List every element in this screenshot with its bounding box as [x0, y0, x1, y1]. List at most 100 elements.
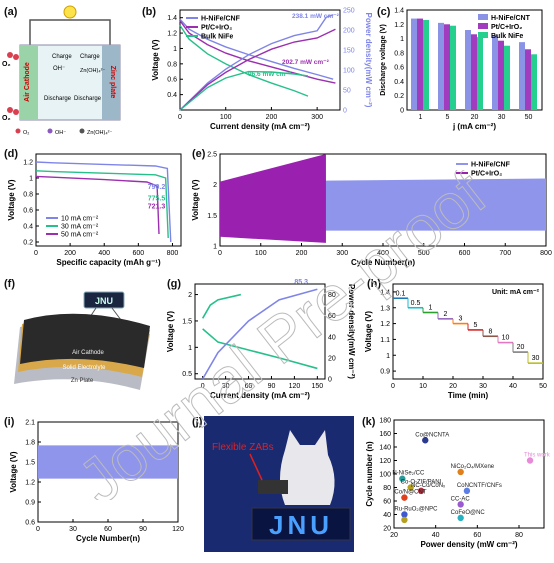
x-axis-label: Cycle Number(n) — [351, 258, 415, 267]
point-label: CoFeO@NC — [451, 510, 486, 516]
plot-frame — [35, 153, 182, 247]
x-tick-label: 60 — [473, 532, 481, 539]
chart-h: 0 10 20 30 40 50 0.9 1 1.1 1.2 1.3 1.4 Time (min) Vol… — [364, 283, 547, 400]
step-label: 3 — [459, 316, 463, 323]
x-tick-label: 20 — [449, 383, 457, 390]
bar — [504, 45, 510, 110]
discharge-label-2: Discharge — [74, 96, 102, 102]
x-tick-label: 90 — [139, 526, 147, 533]
layer-solid-electrolyte: Solid Electrolyte — [62, 365, 106, 371]
panel-c: (c) 0 0.2 0.4 0.6 0.8 1 1.2 1.4 1 5 20 30 50 j (mA cm… — [375, 0, 554, 140]
y-tick-label: 1.2 — [167, 31, 177, 38]
bar — [450, 25, 456, 110]
y-tick-label: 1 — [213, 244, 217, 251]
zinc-plate-label: Zinc plate — [109, 66, 116, 99]
cat-figurine — [280, 430, 335, 505]
y-tick-label: 0.6 — [23, 208, 33, 215]
y-tick-label: 0.4 — [394, 79, 404, 86]
band-ptc — [220, 154, 326, 243]
x-tick-label: 10 — [419, 383, 427, 390]
zn-oh-label: Zn(OH)₄²⁻ — [80, 68, 105, 74]
legend-label: Pt/C+IrO₂ — [471, 171, 502, 178]
power-line-2 — [179, 70, 309, 111]
legend-label: H-NiFe/CNF — [201, 16, 241, 23]
scatter-point — [526, 457, 534, 464]
y-tick-label: 1.2 — [23, 160, 33, 167]
y-tick-label: 2.5 — [207, 152, 217, 159]
chart-g: 0 30 60 90 120 150 0.5 1 1.5 2 Current density (mA… — [166, 279, 356, 400]
y-axis-label: Discharge voltage (V) — [380, 24, 387, 96]
x-tick-label: 600 — [133, 250, 145, 257]
x-tick-label: 400 — [377, 250, 389, 257]
bar — [423, 20, 429, 110]
y2-tick-label: 20 — [328, 355, 336, 362]
x-tick-label: 300 — [311, 114, 323, 121]
step-label: 8 — [489, 328, 493, 335]
y-tick-label: 0 — [400, 108, 404, 115]
panel-label: (i) — [4, 416, 15, 428]
point-label: CC-AC — [451, 496, 471, 502]
y-tick-label: 120 — [379, 458, 391, 465]
led-sign-text: JNU — [269, 510, 333, 540]
y2-tick-label: 200 — [343, 28, 355, 35]
air-cathode-block — [20, 45, 38, 120]
y-tick-label: 1.2 — [25, 480, 35, 487]
jnu-badge — [83, 291, 125, 309]
chart-i: 0 30 60 90 120 0.6 0.9 1.2 1.5 1.8 2.1 Cycle Number… — [9, 420, 184, 544]
power-line — [201, 288, 318, 380]
flexible-zabs-label: Flexible ZABs — [212, 442, 274, 453]
layer-air-cathode: Air Cathode — [72, 350, 104, 356]
bar — [498, 40, 504, 110]
y-tick-label: 1.4 — [394, 8, 404, 15]
chart-k: 20 40 60 80 20 40 60 80 100 120 140 160 180 Power den… — [365, 418, 551, 550]
y2-axis-label: Power density(mW cm⁻²) — [347, 284, 356, 379]
layer-zn-plate: Zn Plate — [71, 378, 94, 384]
y2-axis-label: Power density(mW cm⁻²) — [364, 13, 373, 108]
bar — [519, 42, 525, 111]
scatter-point — [399, 475, 406, 482]
y-tick-label: 0.8 — [23, 192, 33, 199]
y-tick-label: 1.1 — [380, 337, 390, 344]
y-tick-label: 60 — [383, 499, 391, 506]
y-tick-label: 0.6 — [394, 65, 404, 72]
chart-b: 0 100 200 300 0.4 0.6 0.8 1 1.2 1.4 Current densit… — [151, 8, 373, 132]
scatter-point — [407, 484, 414, 491]
x-tick-label: 800 — [540, 250, 552, 257]
panel-label: (c) — [377, 6, 391, 18]
scatter-point — [457, 468, 464, 476]
x-tick-label: 50 — [539, 383, 547, 390]
step-label: 0.1 — [396, 290, 406, 297]
charge-label-1: Charge — [52, 54, 72, 60]
scatter-point — [463, 487, 471, 495]
panel-label: (b) — [142, 6, 157, 18]
y2-tick-label: 60 — [328, 313, 336, 320]
annotation: 790.2 — [148, 184, 166, 191]
y-tick-label: 160 — [379, 431, 391, 438]
annotation: 721.3 — [148, 203, 166, 210]
step-label: 10 — [502, 335, 510, 342]
x-tick-label: 200 — [296, 250, 308, 257]
y-tick-label: 1 — [400, 36, 404, 43]
x-axis-label: Current density (mA cm⁻²) — [210, 391, 310, 400]
y-axis-label: Voltage (V) — [365, 311, 373, 353]
series-line-1 — [35, 170, 169, 239]
x-tick-label: 300 — [336, 250, 348, 257]
air-cathode-label: Air Cathode — [24, 62, 31, 102]
y2-tick-label: 0 — [328, 377, 332, 384]
x-tick-label: 1 — [419, 114, 423, 121]
bar — [525, 49, 531, 110]
x-tick-label: 100 — [220, 114, 232, 121]
x-tick-label: 30 — [479, 383, 487, 390]
point-label: NiCo₂O₄/MXene — [451, 464, 495, 470]
legend-label: Bulk NiFe — [201, 34, 233, 41]
y-tick-label: 0.8 — [394, 50, 404, 57]
plot-frame — [392, 283, 544, 380]
zinc-plate-block — [102, 45, 120, 120]
plot-frame — [194, 283, 326, 380]
panel-label: (j) — [192, 416, 203, 428]
device-photo: Flexible ZABs JNU — [204, 416, 354, 552]
x-tick-label: 400 — [98, 250, 110, 257]
discharge-label-1: Discharge — [44, 96, 72, 102]
panel-a: (a) Air Cathode Zinc plate Charge Charge… — [0, 0, 140, 140]
y-tick-label: 140 — [379, 445, 391, 452]
